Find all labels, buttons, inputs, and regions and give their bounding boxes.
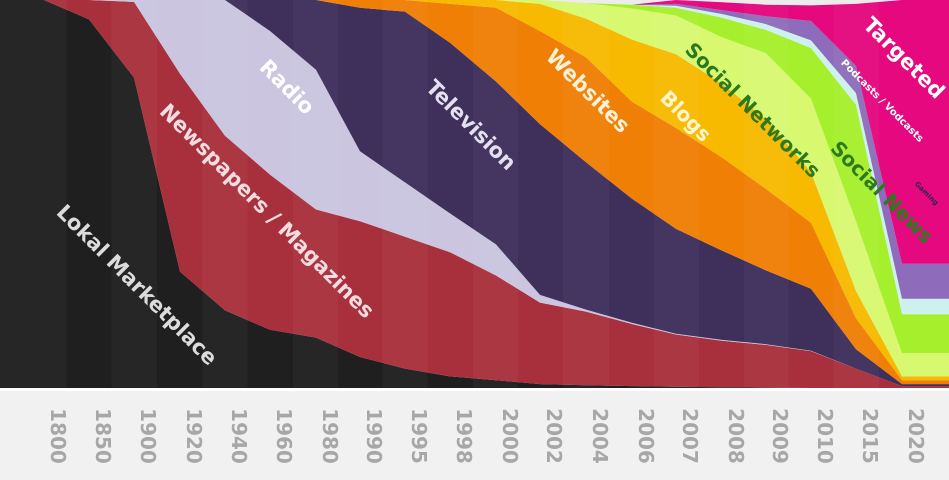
x-tick-label: 1980 [318, 408, 342, 464]
column-stripe [383, 0, 428, 388]
area-targeted [0, 0, 949, 264]
x-tick-label: 1920 [182, 408, 206, 464]
column-stripe [0, 0, 67, 388]
x-tick-label: 2007 [678, 408, 702, 464]
x-tick-label: 2010 [813, 408, 837, 464]
x-tick-label: 1940 [227, 408, 251, 464]
x-tick-label: 2008 [724, 408, 748, 464]
x-tick-label: 2015 [858, 408, 882, 464]
x-tick-label: 1900 [136, 408, 160, 464]
x-axis-ticks: 1800 1850 1900 1920 1940 1960 1980 1990 1995 1998… [46, 408, 928, 464]
x-tick-label: 2002 [542, 408, 566, 464]
column-stripe [293, 0, 338, 388]
area-radio [0, 0, 949, 387]
x-tick-label: 1995 [407, 408, 431, 464]
x-tick-label: 2020 [904, 408, 928, 464]
x-tick-label: 2006 [634, 408, 658, 464]
column-stripe [744, 0, 789, 388]
area-blogs [0, 0, 949, 381]
area-lokal-marketplace [0, 0, 949, 388]
area-television [0, 0, 949, 387]
column-stripe [473, 0, 518, 388]
area-websites [0, 0, 949, 385]
x-tick-label: 1998 [452, 408, 476, 464]
x-tick-label: 1960 [272, 408, 296, 464]
x-tick-label: 2009 [768, 408, 792, 464]
x-axis-band [0, 391, 949, 480]
x-tick-label: 1800 [46, 408, 70, 464]
x-tick-label: 1990 [362, 408, 386, 464]
x-tick-label: 1850 [91, 408, 115, 464]
column-stripe [112, 0, 158, 388]
area-layers [0, 0, 949, 388]
x-tick-label: 2004 [588, 408, 612, 464]
x-tick-label: 2000 [498, 408, 522, 464]
area-newspapers-magazines [0, 0, 949, 388]
